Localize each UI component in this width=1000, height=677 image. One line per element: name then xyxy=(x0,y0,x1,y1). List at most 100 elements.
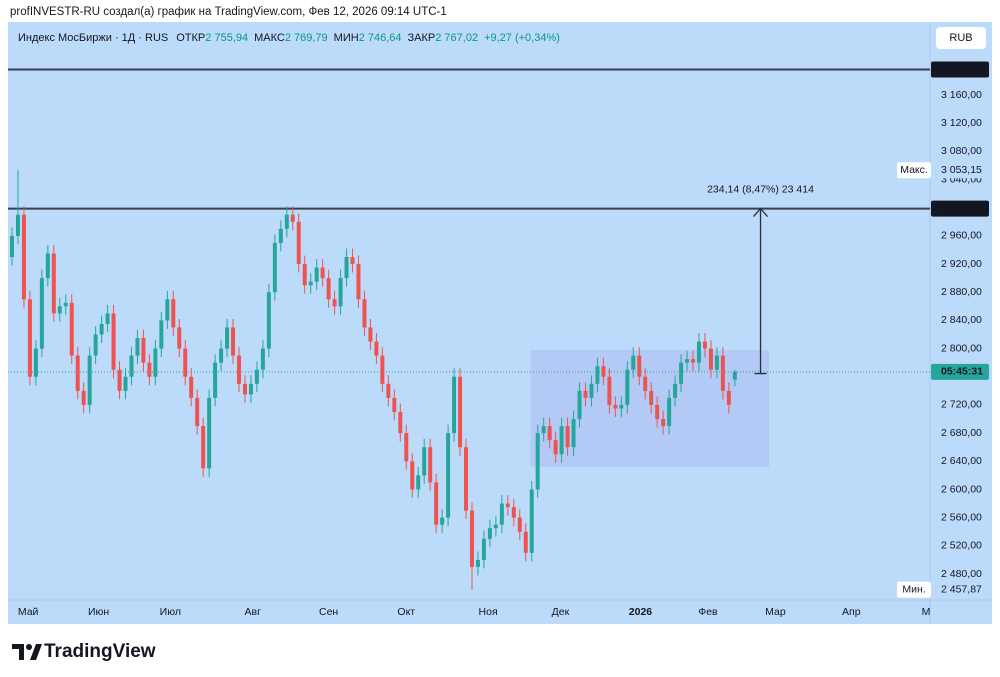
x-tick-label: Апр xyxy=(842,606,861,618)
candle-body xyxy=(219,348,224,363)
candle-body xyxy=(374,341,379,356)
candle-body xyxy=(296,221,301,265)
candle-body xyxy=(326,278,331,300)
min-tag-box xyxy=(897,581,931,598)
candle-body xyxy=(87,355,92,405)
candle-body xyxy=(290,214,295,222)
y-tick-label: 2 640,00 xyxy=(941,455,982,467)
candle-body xyxy=(308,281,313,286)
candle-body xyxy=(93,334,98,356)
level-label: 3 196,21 xyxy=(941,63,982,75)
candle-body xyxy=(487,528,492,539)
candle-body xyxy=(691,359,696,363)
candle-body xyxy=(183,348,188,377)
high-label: МАКС xyxy=(254,32,285,44)
y-tick-label: 2 840,00 xyxy=(941,314,982,326)
candle-body xyxy=(452,376,457,434)
max-value-box xyxy=(931,162,989,179)
candle-body xyxy=(314,267,319,282)
candle-body xyxy=(356,264,361,300)
low-label: МИН xyxy=(334,32,359,44)
candle-body xyxy=(529,489,534,553)
candle-body xyxy=(135,338,140,356)
candle-body xyxy=(213,362,218,398)
candle-body xyxy=(631,355,636,370)
candle-body xyxy=(129,355,134,377)
last-price-label-box xyxy=(931,363,989,380)
candle-body xyxy=(242,383,247,395)
candle-body xyxy=(607,376,612,405)
candle-body xyxy=(732,371,737,380)
candle-body xyxy=(392,397,397,412)
candle-body xyxy=(284,214,289,229)
candle-body xyxy=(153,348,158,377)
candle-body xyxy=(111,313,116,370)
logo-dot xyxy=(26,644,32,650)
open-value: 2 755,94 xyxy=(205,32,248,44)
candle-body xyxy=(237,355,242,384)
candle-body xyxy=(386,383,391,398)
candle-body xyxy=(344,257,349,279)
brand-logo xyxy=(12,644,42,660)
x-tick-label: Фев xyxy=(698,606,718,618)
candle-body xyxy=(254,369,259,384)
measure-arrowhead xyxy=(753,207,769,218)
candle-body xyxy=(613,404,618,409)
candle-body xyxy=(225,327,230,349)
candle-body xyxy=(505,503,510,508)
candle-body xyxy=(547,426,552,441)
y-tick-label: 2 880,00 xyxy=(941,286,982,298)
candle-body xyxy=(493,524,498,529)
x-tick-label: Июн xyxy=(88,606,109,618)
x-tick-label: Май xyxy=(18,606,39,618)
x-tick-label: Окт xyxy=(397,606,415,618)
candle-body xyxy=(332,299,337,307)
candle-body xyxy=(248,383,253,395)
logo-shape xyxy=(30,644,42,660)
candle-body xyxy=(571,419,576,448)
candle-body xyxy=(464,447,469,511)
candle-body xyxy=(260,348,265,370)
candle-body xyxy=(350,257,355,265)
candle-body xyxy=(619,404,624,409)
high-value: 2 769,79 xyxy=(285,32,328,44)
candle-body xyxy=(15,214,20,236)
x-tick-label: Мар xyxy=(765,606,786,618)
logo-shape xyxy=(12,644,24,660)
candle-body xyxy=(667,397,672,427)
chart-background xyxy=(8,22,992,624)
x-tick-label: Июл xyxy=(160,606,181,618)
symbol: Индекс МосБиржи · 1Д · RUS xyxy=(18,32,168,44)
candle-body xyxy=(643,376,648,391)
candle-body xyxy=(637,355,642,377)
candle-body xyxy=(410,461,415,490)
max-tag: Макс. xyxy=(900,164,928,176)
candle-body xyxy=(39,278,44,349)
x-tick-label: Сен xyxy=(319,606,338,618)
y-tick-label: 2 920,00 xyxy=(941,258,982,270)
candle-body xyxy=(404,433,409,462)
candle-body xyxy=(380,355,385,384)
candle-body xyxy=(655,404,660,420)
currency-label[interactable]: RUB xyxy=(949,32,972,44)
candle-body xyxy=(589,383,594,398)
candle-body xyxy=(673,383,678,398)
x-tick-label: Авг xyxy=(245,606,262,618)
candle-body xyxy=(368,327,373,342)
candle-body xyxy=(434,482,439,525)
y-tick-label: 3 160,00 xyxy=(941,89,982,101)
candle-body xyxy=(207,397,212,469)
candle-body xyxy=(535,433,540,490)
candle-body xyxy=(338,278,343,307)
candle-body xyxy=(702,341,707,349)
candle-body xyxy=(117,369,122,391)
candle-body xyxy=(625,369,630,405)
y-tick-label: 2 520,00 xyxy=(941,540,982,552)
candle-body xyxy=(583,390,588,398)
candle-body xyxy=(720,355,725,391)
measure-label: 234,14 (8,47%) 23 414 xyxy=(707,183,814,195)
x-tick-label: Дек xyxy=(552,606,570,618)
currency-button[interactable] xyxy=(936,27,986,49)
candle-body xyxy=(714,355,719,370)
